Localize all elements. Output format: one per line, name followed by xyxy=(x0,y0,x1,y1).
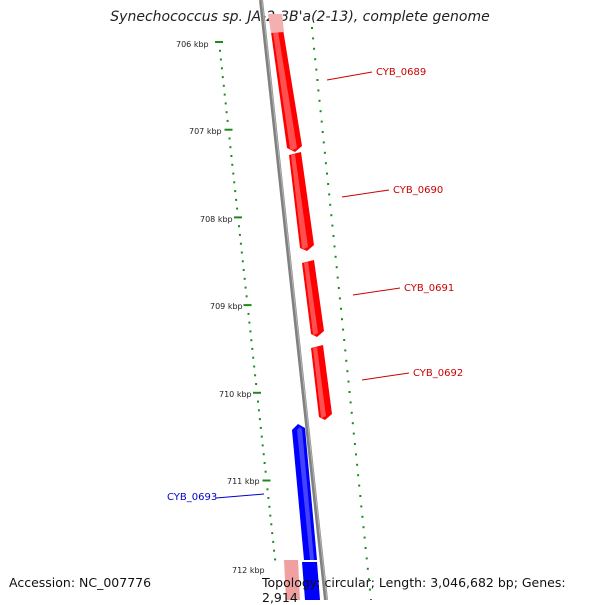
genome-backbone xyxy=(259,0,328,600)
map-title: Synechococcus sp. JA-2-3B'a(2-13), compl… xyxy=(110,9,490,25)
ruler-label: 711 kbp xyxy=(227,477,260,486)
gene-arrow-highlight xyxy=(273,31,297,150)
ruler-label: 712 kbp xyxy=(232,566,265,575)
outer-ruler-track xyxy=(311,27,372,600)
gene-label-CYB_0691[interactable]: CYB_0691 xyxy=(404,283,454,294)
ruler-label: 709 kbp xyxy=(210,302,243,311)
gene-label-CYB_0689[interactable]: CYB_0689 xyxy=(376,67,426,78)
gene-partial-block xyxy=(268,14,284,33)
gene-label-CYB_0690[interactable]: CYB_0690 xyxy=(393,185,443,196)
gene-arrow-highlight xyxy=(297,427,314,560)
gene-feature-CYB_0693[interactable] xyxy=(292,424,320,600)
gene-partial-block xyxy=(302,562,320,600)
label-leader-line xyxy=(215,493,265,499)
gene-label-CYB_0692[interactable]: CYB_0692 xyxy=(413,368,463,379)
ruler-label: 708 kbp xyxy=(200,215,233,224)
ruler-label: 706 kbp xyxy=(176,40,209,49)
gene-label-CYB_0693[interactable]: CYB_0693 xyxy=(167,492,217,503)
label-leader-line xyxy=(361,372,410,381)
ruler-label: 707 kbp xyxy=(189,127,222,136)
ruler-label: 710 kbp xyxy=(219,390,252,399)
label-leader-line xyxy=(326,71,373,81)
gene-arrow-highlight xyxy=(313,347,326,418)
gene-arrow-highlight xyxy=(291,154,308,249)
label-leader-line xyxy=(352,287,401,296)
genome-summary: Topology: circular; Length: 3,046,682 bp… xyxy=(262,575,566,605)
gene-feature-CYB_0692[interactable] xyxy=(311,345,332,420)
gene-feature-CYB_0689[interactable] xyxy=(268,14,302,152)
label-leader-line xyxy=(341,189,390,198)
gene-arrow-highlight xyxy=(304,262,318,335)
accession-label: Accession: NC_007776 xyxy=(9,575,152,590)
gene-feature-CYB_0690[interactable] xyxy=(289,152,314,251)
gene-partial-block xyxy=(284,560,300,600)
ruler-label-group: 706 kbp 707 kbp 708 kbp 709 kbp 710 kbp … xyxy=(176,40,265,575)
inner-ruler-track xyxy=(215,41,277,561)
gene-feature-CYB_0691[interactable] xyxy=(302,260,324,337)
backbone-highlight xyxy=(261,0,328,600)
